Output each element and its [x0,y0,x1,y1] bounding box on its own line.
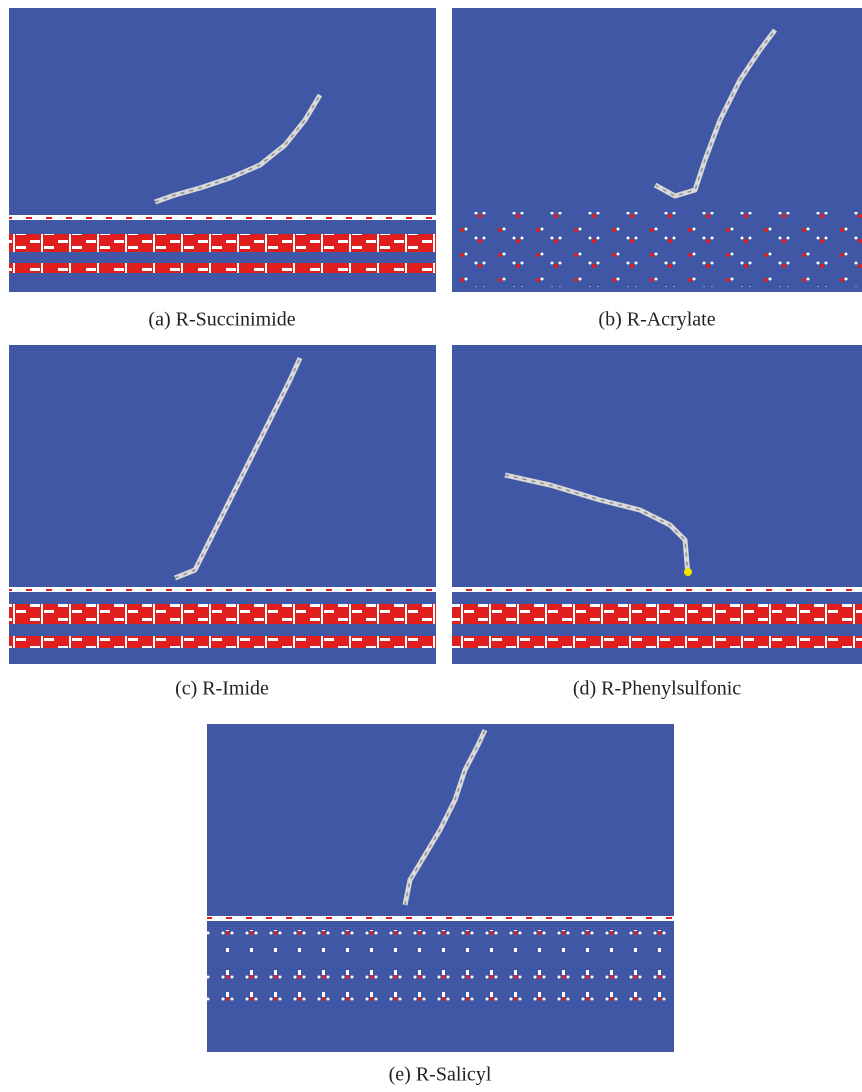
caption: (c) R-Imide [175,678,269,700]
caption: (a) R-Succinimide [148,309,295,331]
caption: (d) R-Phenylsulfonic [573,678,741,700]
surface-layer [207,990,674,1012]
panel-c: (c) R-Imide [9,345,436,700]
caption: (b) R-Acrylate [598,309,715,331]
surface-layer [9,215,436,220]
surface-layer [207,930,674,952]
panel-b: (b) R-Acrylate [452,8,862,331]
panel-a: (a) R-Succinimide [9,8,436,331]
page: (a) R-Succinimide (b) R-Acrylate (c) R-I… [0,0,862,1092]
caption: (e) R-Salicyl [389,1064,492,1086]
surface-layer [207,960,674,982]
surface-layer [9,636,436,648]
panel-d: (d) R-Phenylsulfonic [452,345,862,700]
figure: (a) R-Succinimide (b) R-Acrylate (c) R-I… [0,0,862,1092]
surface-layer [9,263,436,273]
surface-layer [452,604,862,624]
surface-layer [9,234,436,252]
surface-layer [9,587,436,592]
sulfur-atom [684,568,692,576]
surface-layer [207,916,674,921]
surface-layer [452,587,862,592]
panel-e: (e) R-Salicyl [207,724,674,1086]
surface-layer [9,604,436,624]
surface-layer [452,636,862,648]
surface-layer [452,212,862,287]
